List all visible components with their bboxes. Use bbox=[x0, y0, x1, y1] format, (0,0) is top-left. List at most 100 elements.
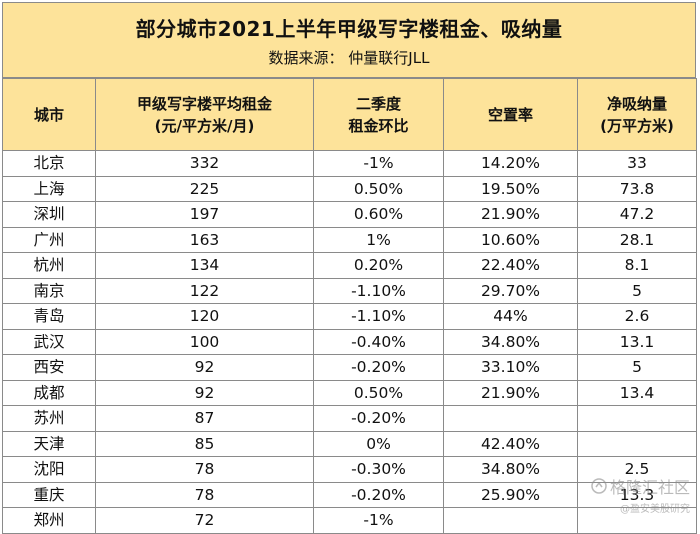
cell-qoq: 0.50% bbox=[313, 379, 444, 406]
cell-vacancy: 42.40% bbox=[443, 430, 578, 457]
table-header-row: 城市 甲级写字楼平均租金 (元/平方米/月) 二季度 租金环比 空置率 净吸纳量… bbox=[2, 78, 697, 151]
cell-rent: 85 bbox=[95, 430, 314, 457]
cell-vacancy bbox=[443, 405, 578, 432]
header-rent: 甲级写字楼平均租金 (元/平方米/月) bbox=[95, 78, 314, 151]
cell-qoq: -1% bbox=[313, 150, 444, 177]
cell-absorption bbox=[577, 405, 697, 432]
cell-city: 青岛 bbox=[2, 303, 96, 330]
header-absorption: 净吸纳量 (万平方米) bbox=[577, 78, 697, 151]
cell-rent: 92 bbox=[95, 379, 314, 406]
table-row: 苏州 87 -0.20% bbox=[2, 405, 697, 432]
cell-rent: 100 bbox=[95, 328, 314, 355]
cell-absorption: 33 bbox=[577, 150, 697, 177]
cell-vacancy: 19.50% bbox=[443, 175, 578, 202]
cell-qoq: 0.50% bbox=[313, 175, 444, 202]
header-absorption-line2: (万平方米) bbox=[600, 116, 674, 135]
cell-rent: 120 bbox=[95, 303, 314, 330]
cell-city: 天津 bbox=[2, 430, 96, 457]
cell-city: 重庆 bbox=[2, 481, 96, 508]
table-row: 上海 225 0.50% 19.50% 73.8 bbox=[2, 175, 697, 202]
title-block: 部分城市2021上半年甲级写字楼租金、吸纳量 数据来源： 仲量联行JLL bbox=[2, 2, 696, 78]
cell-qoq: -0.20% bbox=[313, 354, 444, 381]
header-city: 城市 bbox=[2, 78, 96, 151]
table-row: 广州 163 1% 10.60% 28.1 bbox=[2, 226, 697, 253]
cell-qoq: 0.60% bbox=[313, 201, 444, 228]
table-row: 西安 92 -0.20% 33.10% 5 bbox=[2, 354, 697, 381]
cell-vacancy: 22.40% bbox=[443, 252, 578, 279]
header-qoq: 二季度 租金环比 bbox=[313, 78, 444, 151]
cell-qoq: -1.10% bbox=[313, 277, 444, 304]
cell-city: 广州 bbox=[2, 226, 96, 253]
table-row: 成都 92 0.50% 21.90% 13.4 bbox=[2, 379, 697, 406]
cell-vacancy: 34.80% bbox=[443, 328, 578, 355]
header-vacancy-label: 空置率 bbox=[487, 105, 533, 124]
cell-city: 上海 bbox=[2, 175, 96, 202]
table-row: 沈阳 78 -0.30% 34.80% 2.5 bbox=[2, 456, 697, 483]
cell-absorption: 2.5 bbox=[577, 456, 697, 483]
cell-absorption: 73.8 bbox=[577, 175, 697, 202]
header-qoq-line1: 二季度 bbox=[355, 94, 401, 113]
table-row: 青岛 120 -1.10% 44% 2.6 bbox=[2, 303, 697, 330]
header-absorption-line1: 净吸纳量 bbox=[606, 94, 667, 113]
table-row: 武汉 100 -0.40% 34.80% 13.1 bbox=[2, 328, 697, 355]
cell-vacancy: 25.90% bbox=[443, 481, 578, 508]
cell-absorption: 8.1 bbox=[577, 252, 697, 279]
cell-city: 郑州 bbox=[2, 507, 96, 534]
cell-vacancy: 21.90% bbox=[443, 379, 578, 406]
cell-qoq: 0.20% bbox=[313, 252, 444, 279]
cell-rent: 163 bbox=[95, 226, 314, 253]
table-row: 杭州 134 0.20% 22.40% 8.1 bbox=[2, 252, 697, 279]
header-city-label: 城市 bbox=[33, 105, 64, 124]
cell-qoq: -0.30% bbox=[313, 456, 444, 483]
table-row: 重庆 78 -0.20% 25.90% 13.3 bbox=[2, 481, 697, 508]
cell-rent: 134 bbox=[95, 252, 314, 279]
cell-qoq: 1% bbox=[313, 226, 444, 253]
cell-city: 西安 bbox=[2, 354, 96, 381]
header-rent-line1: 甲级写字楼平均租金 bbox=[136, 94, 272, 113]
table-row: 天津 85 0% 42.40% bbox=[2, 430, 697, 457]
cell-city: 杭州 bbox=[2, 252, 96, 279]
cell-absorption: 13.1 bbox=[577, 328, 697, 355]
header-qoq-line2: 租金环比 bbox=[348, 116, 409, 135]
cell-absorption: 28.1 bbox=[577, 226, 697, 253]
cell-absorption: 13.3 bbox=[577, 481, 697, 508]
cell-city: 成都 bbox=[2, 379, 96, 406]
cell-qoq: -0.20% bbox=[313, 405, 444, 432]
table-row: 深圳 197 0.60% 21.90% 47.2 bbox=[2, 201, 697, 228]
cell-rent: 92 bbox=[95, 354, 314, 381]
cell-qoq: -1% bbox=[313, 507, 444, 534]
cell-absorption: 5 bbox=[577, 354, 697, 381]
cell-city: 北京 bbox=[2, 150, 96, 177]
table-row: 郑州 72 -1% bbox=[2, 507, 697, 534]
table-row: 南京 122 -1.10% 29.70% 5 bbox=[2, 277, 697, 304]
office-rent-table: 城市 甲级写字楼平均租金 (元/平方米/月) 二季度 租金环比 空置率 净吸纳量… bbox=[2, 78, 697, 534]
cell-qoq: -1.10% bbox=[313, 303, 444, 330]
cell-qoq: -0.40% bbox=[313, 328, 444, 355]
cell-rent: 72 bbox=[95, 507, 314, 534]
cell-rent: 87 bbox=[95, 405, 314, 432]
page-title: 部分城市2021上半年甲级写字楼租金、吸纳量 bbox=[135, 17, 563, 41]
cell-absorption bbox=[577, 507, 697, 534]
cell-vacancy: 14.20% bbox=[443, 150, 578, 177]
cell-city: 南京 bbox=[2, 277, 96, 304]
header-vacancy: 空置率 bbox=[443, 78, 578, 151]
cell-rent: 197 bbox=[95, 201, 314, 228]
header-rent-line2: (元/平方米/月) bbox=[154, 116, 255, 135]
cell-rent: 332 bbox=[95, 150, 314, 177]
cell-city: 武汉 bbox=[2, 328, 96, 355]
cell-city: 苏州 bbox=[2, 405, 96, 432]
cell-rent: 78 bbox=[95, 456, 314, 483]
cell-qoq: -0.20% bbox=[313, 481, 444, 508]
cell-vacancy: 34.80% bbox=[443, 456, 578, 483]
data-source: 数据来源： 仲量联行JLL bbox=[268, 49, 430, 67]
cell-city: 沈阳 bbox=[2, 456, 96, 483]
cell-qoq: 0% bbox=[313, 430, 444, 457]
cell-absorption: 5 bbox=[577, 277, 697, 304]
cell-vacancy: 10.60% bbox=[443, 226, 578, 253]
cell-absorption bbox=[577, 430, 697, 457]
cell-rent: 78 bbox=[95, 481, 314, 508]
cell-rent: 225 bbox=[95, 175, 314, 202]
cell-absorption: 13.4 bbox=[577, 379, 697, 406]
cell-rent: 122 bbox=[95, 277, 314, 304]
cell-absorption: 2.6 bbox=[577, 303, 697, 330]
